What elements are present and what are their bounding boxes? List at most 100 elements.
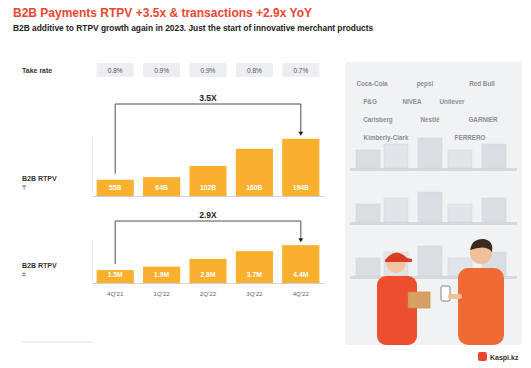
bar (143, 177, 180, 196)
bars (97, 139, 320, 196)
y-unit: ₸ (22, 184, 27, 191)
customer-body (458, 268, 504, 345)
bar (236, 251, 273, 283)
box (448, 150, 472, 168)
brand: FERRERO (455, 134, 486, 141)
take-rate-value: 0.8% (247, 67, 262, 74)
data-labels: 55B 64B 102B 160B 194B (109, 184, 309, 191)
bar (143, 267, 180, 283)
y-unit: # (22, 271, 26, 278)
data-label: 1.9M (154, 271, 169, 278)
brand: Red Bull (469, 80, 495, 87)
x-tick: 1Q'22 (153, 283, 170, 297)
shelf (350, 168, 517, 171)
data-label: 160B (246, 184, 262, 191)
background (0, 0, 531, 368)
annotation: 3.5X (199, 93, 217, 103)
x-tick-label: 2Q'22 (200, 290, 217, 297)
x-tick-label: 3Q'22 (246, 290, 263, 297)
brand: pepsi (417, 80, 434, 88)
data-label: 64B (155, 184, 168, 191)
slide: B2B Payments RTPV +3.5x & transactions +… (0, 0, 531, 368)
take-rate-value: 0.7% (293, 67, 308, 74)
brand: NIVEA (402, 98, 422, 105)
take-rate-value: 0.9% (154, 67, 169, 74)
brand: Unilever (440, 98, 465, 105)
bracket-arrow (298, 132, 303, 136)
x-tick: 2Q'22 (200, 283, 217, 297)
bracket (115, 104, 301, 174)
box (356, 150, 380, 168)
annotation: 2.9X (199, 210, 217, 220)
y-axis-line (92, 241, 93, 284)
take-rate-box (236, 63, 273, 77)
subtitle: B2B additive to RTPV growth again in 202… (13, 23, 374, 33)
box (418, 138, 442, 168)
x-tick: 4Q'21 (107, 283, 124, 297)
x-tick-label: 4Q'21 (107, 290, 124, 297)
x-axis: 4Q'21 1Q'22 2Q'22 3Q'22 4Q'22 (93, 283, 325, 297)
courier-cap (385, 252, 412, 262)
take-rate-box (97, 63, 134, 77)
box (418, 246, 442, 276)
bar (97, 270, 134, 283)
x-tick-label: 4Q'22 (293, 290, 310, 297)
take-rate-row: Take rate 0.8% 0.9% 0.9% 0.8% 0.7% (22, 63, 319, 77)
illustration: Coca-ColapepsiRed BullP&GNIVEAUnileverCa… (345, 62, 522, 345)
bracket (115, 221, 301, 264)
bar (282, 139, 319, 196)
box (482, 144, 506, 168)
title: B2B Payments RTPV +3.5x & transactions +… (13, 6, 312, 20)
box (384, 144, 408, 168)
logo-text: Kaspi.kz (490, 354, 519, 362)
y-axis (92, 241, 93, 284)
x-axis (93, 196, 325, 198)
brand: P&G (363, 98, 377, 105)
brand: Kimberly-Clark (364, 134, 409, 142)
brand: Nestlé (421, 116, 440, 123)
x-axis-line (93, 196, 325, 197)
footnote-rule (22, 342, 92, 343)
bar (189, 166, 226, 196)
data-labels: 1.5M 1.9M 2.8M 3.7M 4.4M (108, 271, 309, 278)
data-label: 4.4M (293, 271, 308, 278)
logo-icon (478, 352, 487, 361)
bar (97, 180, 134, 196)
data-label: 102B (200, 184, 216, 191)
customer-hair (470, 239, 492, 252)
chart: 55B64B102B160B194B3.5XB2B RTPV₸ (22, 93, 325, 197)
x-tick-label: 1Q'22 (153, 290, 170, 297)
chart: 4Q'21 1Q'22 2Q'22 3Q'22 4Q'22 1.5M 1.9M 2.8M 3.7… (22, 210, 325, 297)
box (418, 192, 442, 222)
x-tick: 3Q'22 (246, 283, 263, 297)
box (356, 204, 380, 222)
box (482, 198, 506, 222)
take-rate-box (282, 63, 319, 77)
phone (441, 286, 450, 301)
y-axis (92, 138, 93, 197)
take-rate-box (143, 63, 180, 77)
shelf (350, 222, 517, 225)
box (356, 258, 380, 276)
data-label: 194B (293, 184, 309, 191)
bars (97, 245, 320, 283)
x-tick: 4Q'22 (293, 283, 310, 297)
bar (282, 245, 319, 283)
take-rate-label: Take rate (22, 67, 52, 74)
x-axis-line (93, 283, 325, 284)
take-rate-box (189, 63, 226, 77)
y-label: B2B RTPV (22, 262, 57, 269)
data-label: 1.5M (108, 271, 123, 278)
take-rate-value: 0.9% (201, 67, 216, 74)
data-label: 3.7M (247, 271, 262, 278)
bracket-arrow (298, 238, 303, 242)
courier-body (377, 276, 417, 345)
brand: Coca-Cola (356, 80, 388, 87)
bar (189, 259, 226, 283)
customer-hand (448, 294, 462, 299)
box (384, 198, 408, 222)
take-rate-value: 0.8% (108, 67, 123, 74)
brand: GARNIER (468, 116, 497, 123)
data-label: 55B (109, 184, 122, 191)
data-label: 2.8M (200, 271, 215, 278)
